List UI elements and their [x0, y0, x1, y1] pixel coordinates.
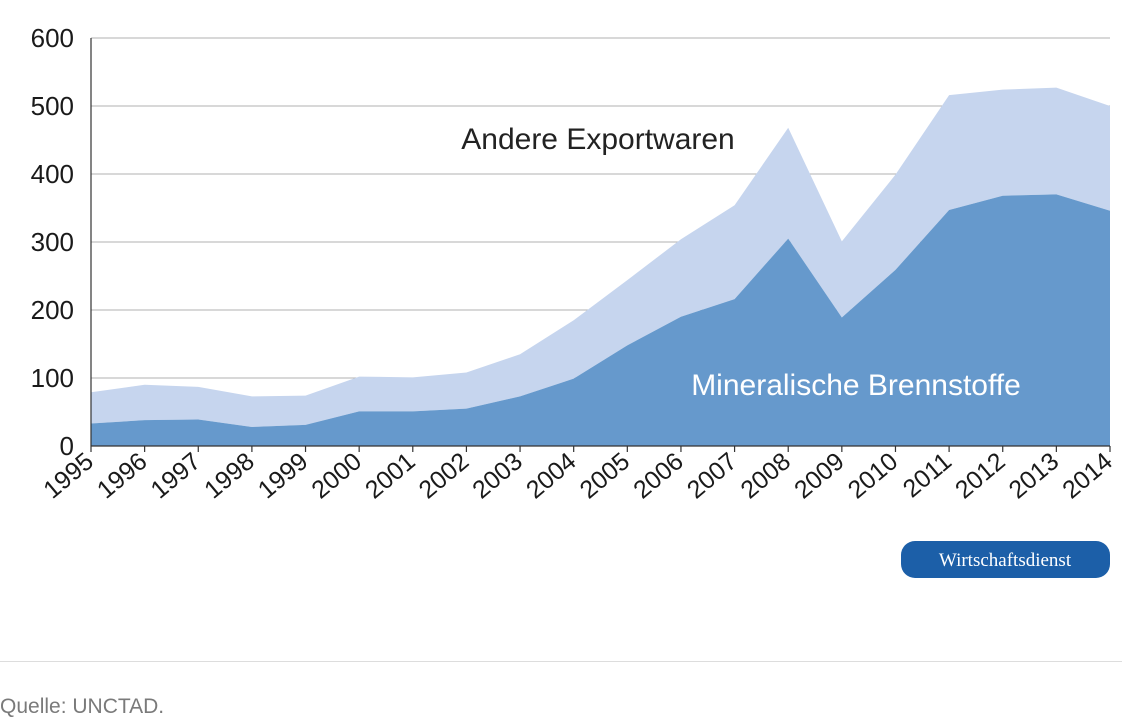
x-tick-label: 2010	[843, 447, 904, 504]
x-tick-label: 2004	[521, 447, 582, 504]
wirtschaftsdienst-badge: Wirtschaftsdienst	[901, 541, 1110, 578]
stacked-area-chart: 0100200300400500600199519961997199819992…	[31, 23, 1118, 578]
badge-background	[901, 541, 1110, 578]
source-note: Quelle: UNCTAD.	[0, 695, 165, 718]
badge-text: Wirtschaftsdienst	[939, 550, 1072, 571]
y-tick-label: 0	[60, 431, 74, 461]
x-tick-label: 2009	[789, 447, 850, 504]
x-tick-label: 1997	[146, 447, 207, 504]
series-area-andere-exportwaren	[91, 87, 1110, 427]
y-tick-label: 100	[31, 363, 74, 393]
x-tick-label: 1998	[199, 447, 260, 504]
x-tick-label: 1999	[253, 447, 314, 504]
series-area-mineralische-brennstoffe	[91, 194, 1110, 446]
y-tick-label: 300	[31, 227, 74, 257]
x-tick-label: 2005	[575, 447, 636, 504]
divider	[0, 661, 1122, 662]
x-tick-label: 2002	[414, 447, 475, 504]
label-andere-exportwaren: Andere Exportwaren	[461, 123, 735, 156]
y-tick-label: 200	[31, 295, 74, 325]
x-tick-label: 2008	[735, 447, 796, 504]
x-tick-label: 2011	[898, 447, 957, 503]
label-mineralische-brennstoffe: Mineralische Brennstoffe	[691, 369, 1021, 402]
x-tick-label: 2001	[360, 447, 421, 504]
x-tick-label: 1996	[92, 447, 153, 504]
area-layer	[91, 87, 1110, 446]
x-tick-label: 2007	[682, 447, 743, 504]
y-tick-label: 500	[31, 91, 74, 121]
x-tick-label: 2003	[467, 447, 528, 504]
x-tick-label: 2013	[1004, 447, 1065, 504]
x-tick-label: 2006	[628, 447, 689, 504]
x-tick-label: 2014	[1057, 447, 1118, 504]
x-tick-label: 2012	[950, 447, 1011, 504]
y-tick-label: 600	[31, 23, 74, 53]
x-tick-label: 2000	[306, 447, 367, 504]
y-tick-label: 400	[31, 159, 74, 189]
